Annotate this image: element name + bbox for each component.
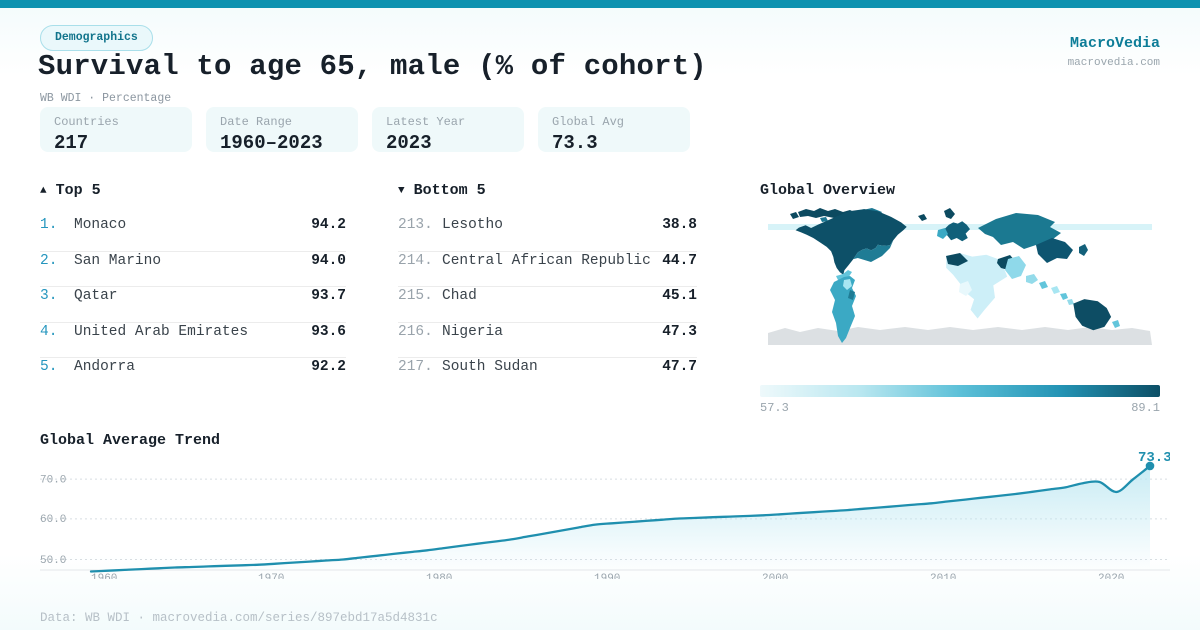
svg-text:2010: 2010 xyxy=(930,573,956,579)
svg-text:70.0: 70.0 xyxy=(40,475,66,487)
svg-text:1990: 1990 xyxy=(594,573,620,579)
svg-text:73.3: 73.3 xyxy=(1138,452,1170,466)
svg-text:60.0: 60.0 xyxy=(40,514,66,526)
svg-text:1970: 1970 xyxy=(258,573,284,579)
svg-text:2020: 2020 xyxy=(1098,573,1124,579)
svg-text:2000: 2000 xyxy=(762,573,788,579)
svg-text:50.0: 50.0 xyxy=(40,555,66,567)
svg-text:1980: 1980 xyxy=(426,573,452,579)
svg-text:1960: 1960 xyxy=(91,573,117,579)
